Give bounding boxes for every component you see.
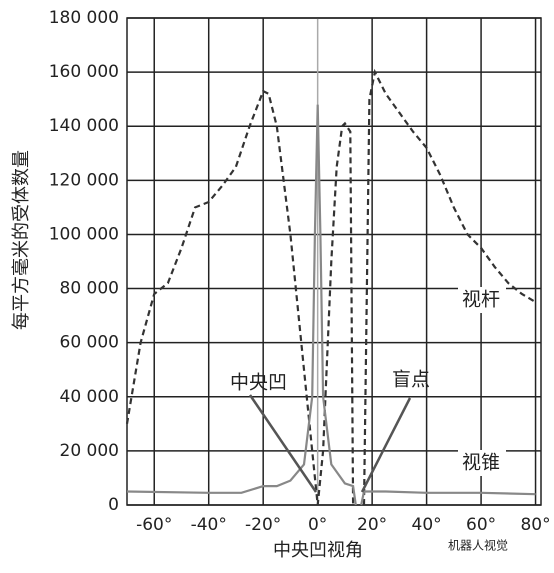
y-tick-label: 180 000 — [49, 8, 119, 28]
y-tick-label: 60 000 — [60, 333, 119, 353]
x-axis-label: 中央凹视角 — [273, 540, 363, 561]
annotation-arrow — [360, 397, 412, 493]
annotation: 中央凹 — [230, 372, 287, 394]
y-tick-label: 0 — [108, 495, 119, 515]
y-tick-label: 40 000 — [60, 387, 119, 407]
x-tick-label: 60° — [466, 515, 496, 535]
watermark: 机器人视觉 — [448, 538, 508, 553]
y-axis-label: 每平方毫米的受体数量 — [11, 150, 32, 330]
x-tick-label: -20° — [245, 515, 281, 535]
x-tick-label: -40° — [191, 515, 227, 535]
series-line — [125, 68, 537, 506]
x-tick-label: 80° — [520, 515, 550, 535]
y-tick-label: 120 000 — [49, 170, 119, 190]
y-tick-label: 100 000 — [49, 224, 119, 244]
annotation-arrow — [248, 394, 318, 493]
x-tick-label: 20° — [357, 515, 387, 535]
y-tick-label: 80 000 — [60, 279, 119, 299]
legend-bg — [458, 287, 506, 313]
y-tick-label: 140 000 — [49, 116, 119, 136]
plot-frame — [126, 17, 542, 506]
x-tick-label: 40° — [412, 515, 442, 535]
legend-label: 视杆 — [462, 289, 500, 311]
legend-bg — [458, 450, 506, 476]
x-tick-label: -60° — [136, 515, 172, 535]
y-tick-label: 160 000 — [49, 62, 119, 82]
plot: 0 20 000 40 000 60 000 80 000 100 000 120 000 1… — [49, 8, 551, 535]
x-tick-label: 0° — [308, 515, 327, 535]
annotation: 盲点 — [392, 369, 430, 391]
legend-label: 视锥 — [462, 452, 500, 474]
series-line — [126, 104, 536, 506]
y-tick-label: 20 000 — [60, 441, 119, 461]
